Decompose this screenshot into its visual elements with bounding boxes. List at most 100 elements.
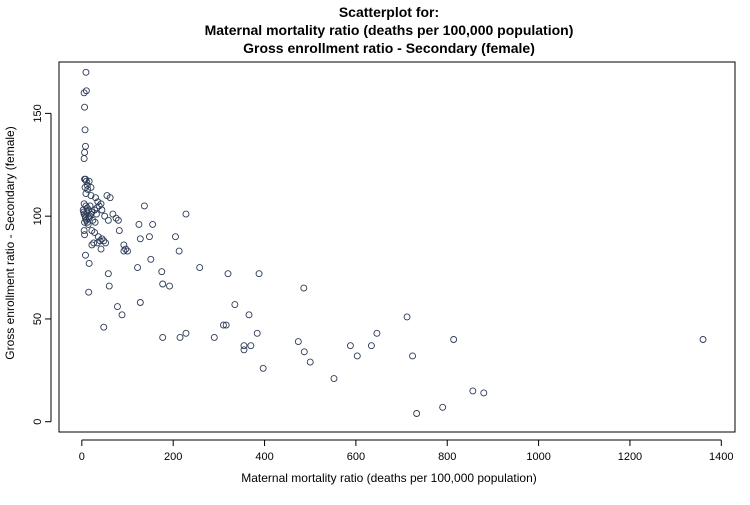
- data-point: [300, 348, 308, 356]
- data-point: [102, 239, 110, 247]
- data-point: [353, 352, 361, 360]
- chart-title-line-3: Gross enrollment ratio - Secondary (fema…: [243, 40, 535, 56]
- y-axis-label: Gross enrollment ratio - Secondary (fema…: [3, 126, 17, 359]
- y-axis: 0 50 100 150: [32, 104, 52, 425]
- data-point: [93, 210, 100, 218]
- chart-title-line-1: Scatterplot for:: [339, 4, 439, 20]
- data-point: [196, 264, 204, 272]
- data-point: [85, 288, 93, 296]
- y-tick-label: 150: [32, 104, 44, 122]
- data-point: [158, 268, 166, 276]
- data-point: [82, 177, 90, 185]
- data-point: [149, 220, 157, 228]
- data-point: [240, 346, 248, 354]
- data-point: [114, 216, 122, 224]
- data-point: [122, 245, 130, 253]
- data-point: [98, 206, 106, 214]
- x-tick-label: 1000: [526, 451, 550, 463]
- data-point: [81, 148, 89, 156]
- x-tick-label: 1200: [618, 451, 642, 463]
- data-point: [409, 352, 416, 360]
- data-point: [82, 142, 89, 150]
- data-point: [80, 155, 88, 163]
- data-point: [210, 333, 218, 341]
- data-point: [145, 233, 153, 241]
- data-point: [89, 216, 97, 224]
- data-point: [166, 282, 173, 290]
- y-tick-label: 50: [32, 313, 44, 325]
- data-point: [106, 194, 114, 202]
- data-point: [136, 299, 144, 306]
- data-point: [182, 210, 190, 218]
- data-point: [114, 303, 121, 311]
- data-point: [219, 321, 227, 329]
- data-point: [101, 212, 109, 220]
- data-point: [134, 264, 142, 272]
- data-point: [469, 387, 477, 395]
- data-point: [83, 181, 91, 189]
- data-point: [97, 245, 105, 253]
- data-point: [140, 202, 148, 210]
- data-point: [84, 185, 92, 193]
- data-point: [306, 358, 314, 366]
- data-point: [450, 336, 458, 343]
- chart-title-line-2: Maternal mortality ratio (deaths per 100…: [205, 22, 574, 38]
- data-point: [91, 218, 99, 226]
- data-point: [109, 210, 117, 218]
- data-point: [80, 227, 88, 235]
- data-point: [85, 259, 93, 267]
- data-point: [100, 323, 108, 331]
- x-tick-label: 400: [255, 451, 273, 463]
- data-point: [439, 403, 447, 411]
- data-point: [259, 364, 267, 372]
- y-tick-label: 100: [32, 207, 44, 225]
- plot-area-frame: [58, 61, 736, 433]
- data-point: [300, 284, 308, 292]
- data-point: [240, 342, 248, 350]
- data-point: [82, 251, 89, 259]
- x-axis: 0 200 400 600 800 1000 1200 1400: [79, 439, 734, 463]
- data-point: [87, 210, 95, 218]
- data-point: [245, 311, 253, 319]
- data-point: [81, 103, 89, 111]
- data-point: [91, 229, 99, 237]
- data-point: [124, 247, 131, 255]
- data-point: [253, 329, 261, 337]
- data-point: [100, 237, 108, 245]
- x-axis-label: Maternal mortality ratio (deaths per 100…: [241, 471, 537, 485]
- data-point: [81, 218, 89, 226]
- x-tick-label: 0: [79, 451, 85, 463]
- data-point: [104, 270, 112, 278]
- data-point: [176, 333, 184, 341]
- data-point: [98, 235, 106, 243]
- scatter-points: [79, 68, 707, 417]
- x-tick-label: 600: [347, 451, 365, 463]
- data-point: [86, 202, 94, 210]
- data-point: [373, 329, 381, 337]
- data-point: [147, 255, 155, 263]
- data-point: [82, 68, 90, 76]
- data-point: [93, 239, 101, 247]
- data-point: [480, 389, 488, 397]
- data-point: [135, 220, 143, 228]
- data-point: [172, 233, 179, 241]
- data-point: [87, 192, 95, 200]
- data-point: [159, 280, 167, 288]
- data-point: [81, 231, 89, 239]
- data-point: [222, 321, 230, 329]
- x-tick-label: 800: [438, 451, 456, 463]
- data-point: [92, 194, 99, 202]
- data-point: [175, 247, 183, 255]
- data-point: [91, 206, 99, 214]
- data-point: [413, 410, 421, 417]
- data-point: [699, 336, 707, 343]
- data-point: [115, 227, 123, 235]
- data-point: [81, 126, 89, 134]
- data-point: [82, 87, 90, 95]
- data-point: [83, 208, 91, 216]
- data-point: [367, 342, 375, 350]
- y-tick-label: 0: [32, 419, 44, 425]
- data-point: [80, 89, 88, 97]
